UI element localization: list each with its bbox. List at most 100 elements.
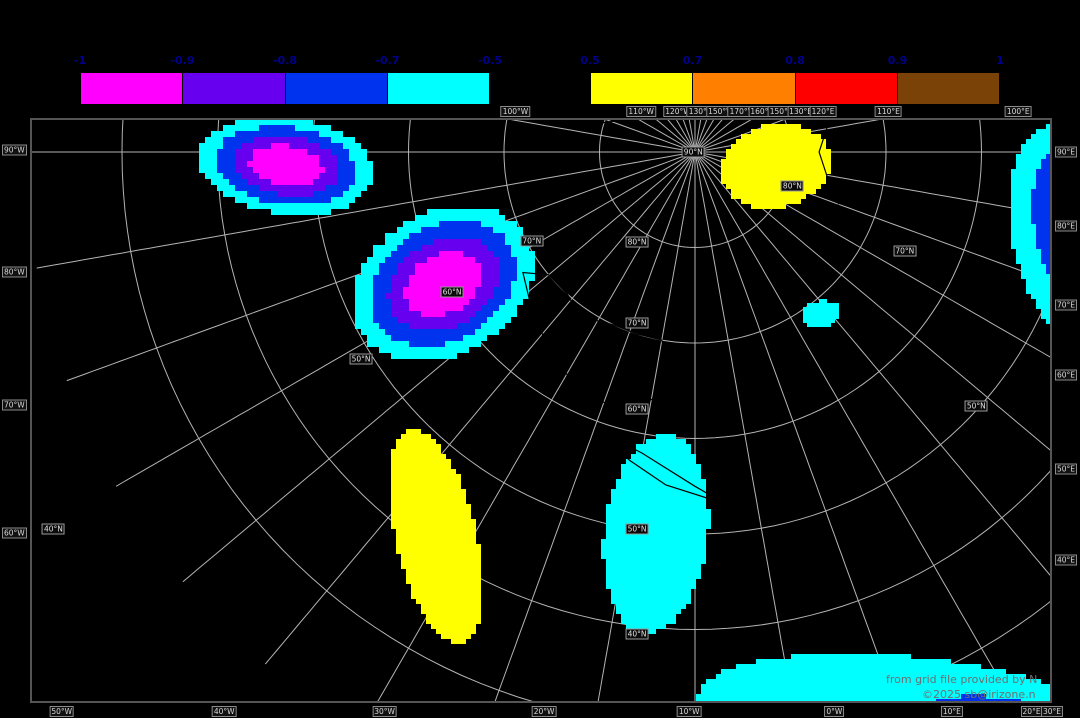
graticule-label-12: 40°N <box>42 523 65 534</box>
axis-label-bottom-3: 20°W <box>531 706 557 717</box>
neg-cbar-tick-2: -0.8 <box>272 54 298 67</box>
axis-label-left-0: 90°W <box>2 144 27 156</box>
graticule-label-4: 70°N <box>625 317 649 329</box>
neg-cbar-segment-3 <box>387 73 489 104</box>
meridian-140 <box>694 151 1051 452</box>
graticule-label-10: 50°N <box>964 400 988 412</box>
positive-colorbar-ticks: 0.5 0.7 0.8 0.9 1 <box>580 54 1004 72</box>
correlation-field <box>199 119 1051 702</box>
blob-labrador-level-0 <box>601 434 711 634</box>
axis-label-top-10: 110°E <box>875 106 902 117</box>
map-canvas <box>31 119 1051 702</box>
pos-cbar-segment-1 <box>693 73 796 104</box>
axis-label-bottom-0: 50°W <box>49 706 75 717</box>
axis-label-bottom-2: 30°W <box>372 706 397 717</box>
axis-label-top-9: 120°E <box>809 106 837 117</box>
neg-cbar-segment-1 <box>183 73 286 104</box>
axis-label-left-2: 70°W <box>2 399 27 411</box>
axis-label-bottom-6: 10°E <box>940 706 963 717</box>
blob-north-atlantic-positive-level-0 <box>391 429 481 644</box>
graticule-label-3: 70°N <box>893 245 917 257</box>
watermark-line-1: from grid file provided by N <box>886 673 1038 686</box>
neg-cbar-tick-4: -0.5 <box>477 54 503 67</box>
meridian--20 <box>675 119 696 153</box>
graticule-label-8: 50°N <box>625 523 649 534</box>
blob-alaska-level-3 <box>247 143 325 185</box>
graticule-label-1: 80°N <box>780 180 804 192</box>
blob-siberia-edge-level-1 <box>1031 149 1051 284</box>
pos-cbar-tick-3: 0.9 <box>887 54 908 67</box>
axis-label-right-3: 60°E <box>1055 369 1078 381</box>
pos-cbar-segment-3 <box>897 73 999 104</box>
blob-europe-south-level-0 <box>696 654 1051 702</box>
blob-greenland-level-3 <box>403 251 481 317</box>
parallel-50 <box>312 119 1051 535</box>
axis-label-right-5: 40°E <box>1055 554 1078 566</box>
coastline-alaska <box>522 271 675 411</box>
coastline-aleutian <box>603 433 727 505</box>
positive-correlation-colorbar: 0.5 0.7 0.8 0.9 1 <box>580 54 1004 106</box>
pos-cbar-segment-2 <box>795 73 898 104</box>
graticule-label-9: 50°N <box>349 353 373 365</box>
axis-label-right-4: 50°E <box>1055 463 1078 475</box>
graticule-label-2: 80°N <box>625 236 649 248</box>
meridian--90 <box>36 151 696 269</box>
parallel-30 <box>121 119 1051 702</box>
axis-label-right-0: 90°E <box>1055 146 1078 158</box>
graticule-label-11: 40°N <box>625 628 649 640</box>
parallel-40 <box>216 119 1051 631</box>
meridian--120 <box>182 151 696 583</box>
negative-correlation-colorbar: -1 -0.9 -0.8 -0.7 -0.5 <box>74 54 502 106</box>
coastline-labrador <box>358 119 405 132</box>
pos-cbar-tick-1: 0.7 <box>682 54 703 67</box>
pos-cbar-tick-2: 0.8 <box>785 54 805 67</box>
pos-cbar-tick-0: 0.5 <box>580 54 600 67</box>
axis-label-left-1: 80°W <box>2 266 27 278</box>
blob-europe-south <box>696 654 1051 702</box>
blob-labrador <box>601 434 711 634</box>
axis-label-right-2: 70°E <box>1055 299 1078 311</box>
axis-label-top-0: 100°W <box>500 106 531 117</box>
neg-cbar-tick-1: -0.9 <box>170 54 195 67</box>
watermark-line-2: ©2025 sb@irizone.n <box>922 688 1036 701</box>
blob-greenland <box>355 209 535 359</box>
graticule-label-7: 60°N <box>440 286 464 298</box>
negative-colorbar-strip <box>80 72 490 105</box>
pos-cbar-tick-4: 1 <box>996 54 1004 67</box>
blob-europe-south-level-1 <box>936 694 1021 702</box>
axis-label-left-3: 60°W <box>2 527 27 539</box>
neg-cbar-tick-0: -1 <box>73 54 87 67</box>
positive-colorbar-strip <box>590 72 1000 105</box>
axis-label-bottom-4: 10°W <box>676 706 702 717</box>
meridian--130 <box>264 151 696 665</box>
meridian-160 <box>694 151 1014 702</box>
meridian--150 <box>494 151 696 702</box>
graticule-label-6: 60°N <box>625 403 649 415</box>
coastlines <box>358 119 840 505</box>
blob-north-atlantic-positive <box>391 429 481 644</box>
axis-label-top-11: 100°E <box>1004 106 1032 117</box>
neg-cbar-segment-0 <box>81 73 184 104</box>
blob-siberia-edge <box>1011 124 1051 329</box>
meridian--70 <box>505 119 696 153</box>
blob-svalbard <box>803 299 839 327</box>
graticule-label-0: 90°N <box>681 146 705 158</box>
meridian-150 <box>694 151 1051 578</box>
pos-cbar-segment-0 <box>591 73 694 104</box>
graticule <box>31 119 1051 702</box>
blob-alaska <box>199 119 373 215</box>
graticule-label-5: 70°N <box>520 235 544 247</box>
correlation-map[interactable]: 90°N 80°N 80°N 70°N 70°N 70°N 60°N 60°N 50°N 50°N… <box>30 118 1052 703</box>
axis-label-bottom-8: 30°E <box>1040 706 1064 717</box>
map-frame <box>31 119 1051 702</box>
meridian--10 <box>682 119 696 153</box>
axis-label-right-1: 80°E <box>1055 220 1078 232</box>
neg-cbar-tick-3: -0.7 <box>375 54 400 67</box>
negative-colorbar-ticks: -1 -0.9 -0.8 -0.7 -0.5 <box>74 54 502 72</box>
meridian-130 <box>694 151 1051 359</box>
coastline-siberia <box>818 119 840 205</box>
axis-label-bottom-1: 40°W <box>211 706 237 717</box>
meridian-170 <box>694 151 896 702</box>
axis-label-bottom-5: 0°W <box>824 706 845 717</box>
neg-cbar-segment-2 <box>285 73 388 104</box>
